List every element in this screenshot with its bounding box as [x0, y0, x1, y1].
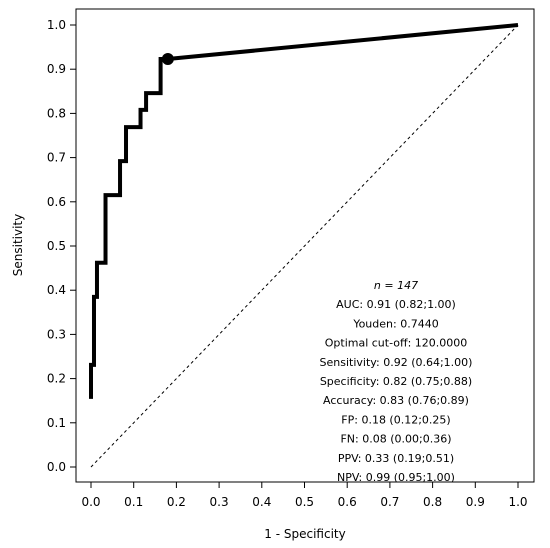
y-axis-ticks: 0.0 0.1 0.2 0.3 0.4 0.5 0.6 0.7 0.8 0.9 1.0: [47, 18, 76, 474]
stat-line: Sensitivity: 0.92 (0.64;1.00): [320, 356, 473, 369]
stat-line: Specificity: 0.82 (0.75;0.88): [320, 375, 472, 388]
reference-diagonal-line: [90, 24, 519, 468]
y-tick-label: 0.6: [47, 195, 66, 209]
y-tick-label: 0.5: [47, 239, 66, 253]
y-tick-label: 1.0: [47, 18, 66, 32]
optimal-cutoff-point: [161, 53, 174, 66]
x-tick-label: 0.3: [210, 495, 229, 509]
stat-line: Accuracy: 0.83 (0.76;0.89): [323, 394, 469, 407]
stats-box: n = 147 AUC: 0.91 (0.82;1.00) Youden: 0.74…: [320, 279, 473, 484]
y-tick-label: 0.1: [47, 416, 66, 430]
x-axis-title: 1 - Specificity: [264, 527, 345, 541]
y-tick-label: 0.7: [47, 151, 66, 165]
stat-line: NPV: 0.99 (0.95;1.00): [337, 471, 455, 484]
y-axis-title: Sensitivity: [11, 214, 25, 276]
x-axis-ticks: 0.0 0.1 0.2 0.3 0.4 0.5 0.6 0.7 0.8 0.9 1.0: [81, 482, 528, 509]
y-tick-label: 0.4: [47, 283, 66, 297]
stat-line: FN: 0.08 (0.00;0.36): [340, 433, 451, 446]
y-tick-label: 0.8: [47, 106, 66, 120]
x-tick-label: 0.1: [124, 495, 143, 509]
x-tick-label: 0.8: [423, 495, 442, 509]
y-tick-label: 0.9: [47, 62, 66, 76]
x-tick-label: 0.5: [295, 495, 314, 509]
x-tick-label: 0.0: [81, 495, 100, 509]
y-tick-label: 0.2: [47, 372, 66, 386]
roc-curve-line: [89, 23, 519, 399]
y-tick-label: 0.3: [47, 327, 66, 341]
stat-line: FP: 0.18 (0.12;0.25): [341, 413, 450, 426]
x-tick-label: 0.6: [338, 495, 357, 509]
x-tick-label: 0.2: [167, 495, 186, 509]
y-tick-label: 0.0: [47, 460, 66, 474]
x-tick-label: 0.4: [252, 495, 271, 509]
x-tick-label: 0.7: [380, 495, 399, 509]
series-layer: [89, 23, 519, 468]
x-tick-label: 0.9: [466, 495, 485, 509]
stat-line: Optimal cut-off: 120.0000: [325, 337, 468, 350]
stat-line: Youden: 0.7440: [352, 317, 438, 330]
stat-line: AUC: 0.91 (0.82;1.00): [336, 298, 456, 311]
stat-line: PPV: 0.33 (0.19;0.51): [338, 452, 454, 465]
x-tick-label: 1.0: [508, 495, 527, 509]
stat-sample-size: n = 147: [374, 279, 418, 292]
